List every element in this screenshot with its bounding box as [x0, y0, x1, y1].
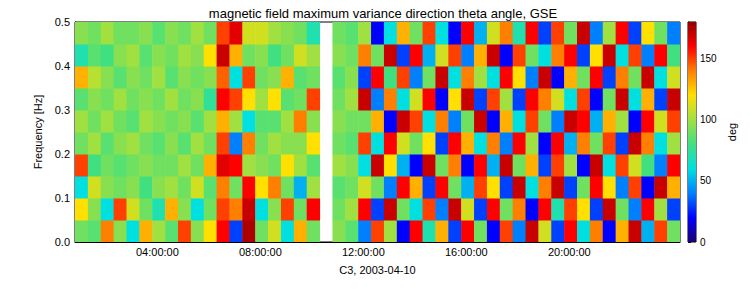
svg-text:20:00:00: 20:00:00 — [548, 246, 591, 258]
svg-text:08:00:00: 08:00:00 — [239, 246, 282, 258]
svg-text:Frequency [Hz]: Frequency [Hz] — [32, 95, 44, 170]
svg-text:0.4: 0.4 — [55, 60, 70, 72]
svg-text:150: 150 — [700, 53, 717, 64]
svg-text:0.2: 0.2 — [55, 148, 70, 160]
svg-text:C3, 2003-04-10: C3, 2003-04-10 — [339, 264, 415, 276]
svg-text:0.1: 0.1 — [55, 192, 70, 204]
svg-text:deg: deg — [726, 123, 738, 141]
svg-text:magnetic field maximum varianc: magnetic field maximum variance directio… — [209, 6, 558, 21]
svg-text:100: 100 — [700, 114, 717, 125]
svg-text:50: 50 — [700, 175, 712, 186]
svg-text:0.5: 0.5 — [55, 16, 70, 28]
svg-text:0.0: 0.0 — [55, 236, 70, 248]
svg-text:12:00:00: 12:00:00 — [342, 246, 385, 258]
svg-text:16:00:00: 16:00:00 — [445, 246, 488, 258]
svg-text:0: 0 — [700, 237, 706, 248]
svg-text:0.3: 0.3 — [55, 104, 70, 116]
svg-text:04:00:00: 04:00:00 — [136, 246, 179, 258]
